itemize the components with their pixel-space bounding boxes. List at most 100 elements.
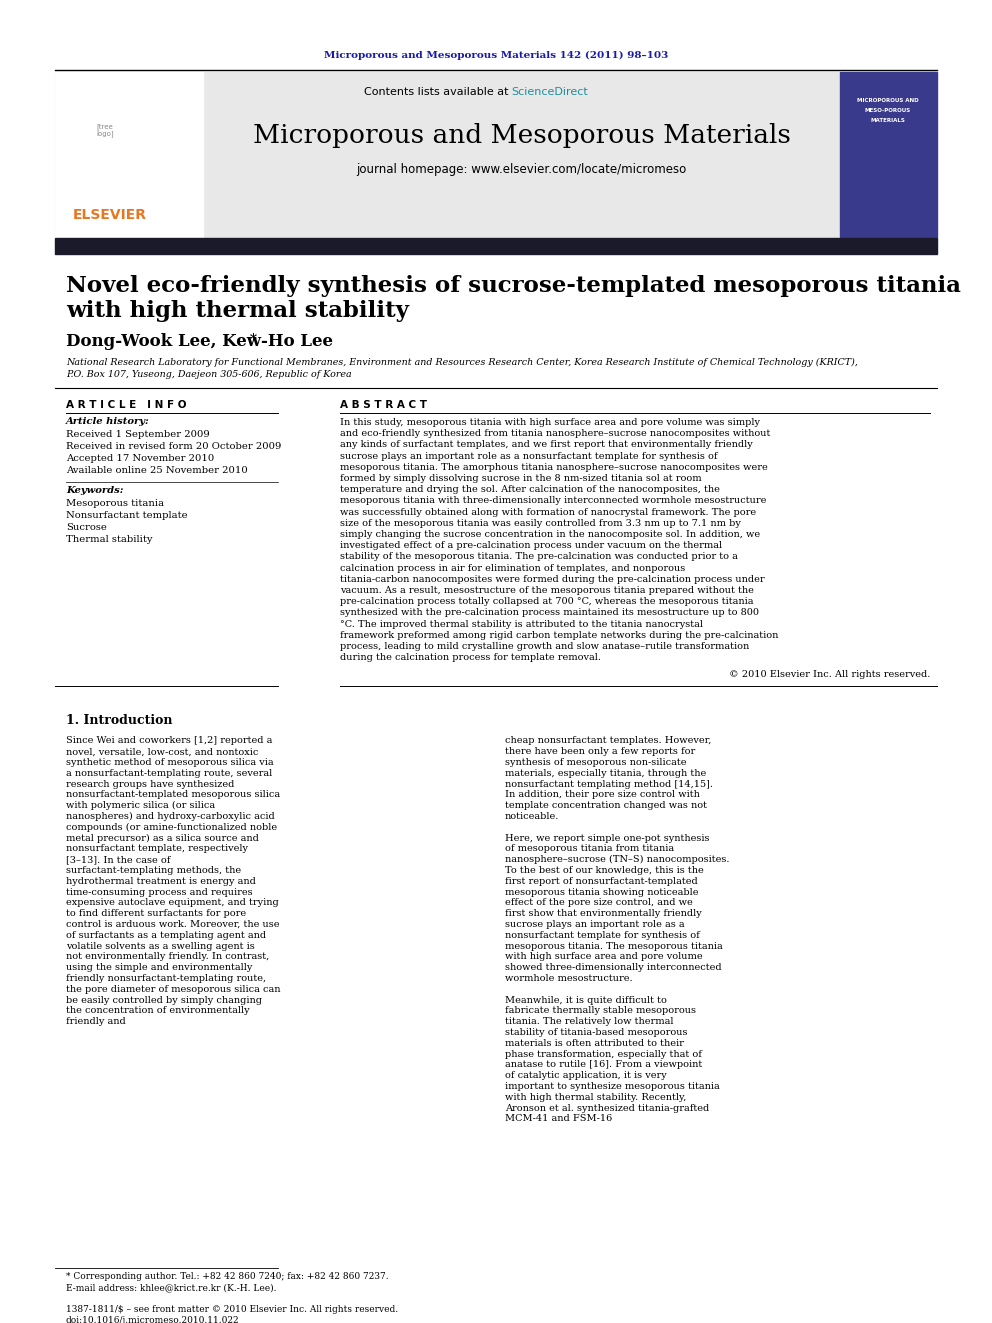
Text: calcination process in air for elimination of templates, and nonporous: calcination process in air for eliminati…	[340, 564, 685, 573]
Text: nonsurfactant-templated mesoporous silica: nonsurfactant-templated mesoporous silic…	[66, 790, 280, 799]
Text: Mesoporous titania: Mesoporous titania	[66, 499, 164, 508]
Text: important to synthesize mesoporous titania: important to synthesize mesoporous titan…	[505, 1082, 720, 1091]
Text: * Corresponding author. Tel.: +82 42 860 7240; fax: +82 42 860 7237.: * Corresponding author. Tel.: +82 42 860…	[66, 1271, 389, 1281]
Text: stability of the mesoporous titania. The pre-calcination was conducted prior to : stability of the mesoporous titania. The…	[340, 553, 738, 561]
Text: formed by simply dissolving sucrose in the 8 nm-sized titania sol at room: formed by simply dissolving sucrose in t…	[340, 474, 701, 483]
Text: MICROPOROUS AND: MICROPOROUS AND	[857, 98, 919, 102]
Text: fabricate thermally stable mesoporous: fabricate thermally stable mesoporous	[505, 1007, 696, 1015]
Text: Nonsurfactant template: Nonsurfactant template	[66, 511, 187, 520]
Text: MCM-41 and FSM-16: MCM-41 and FSM-16	[505, 1114, 612, 1123]
Text: be easily controlled by simply changing: be easily controlled by simply changing	[66, 996, 262, 1004]
Text: E-mail address: khlee@krict.re.kr (K.-H. Lee).: E-mail address: khlee@krict.re.kr (K.-H.…	[66, 1283, 277, 1293]
Text: Dong-Wook Lee, Kew-Ho Lee: Dong-Wook Lee, Kew-Ho Lee	[66, 333, 333, 351]
Text: framework preformed among rigid carbon template networks during the pre-calcinat: framework preformed among rigid carbon t…	[340, 631, 779, 640]
Text: not environmentally friendly. In contrast,: not environmentally friendly. In contras…	[66, 953, 269, 962]
Text: cheap nonsurfactant templates. However,: cheap nonsurfactant templates. However,	[505, 737, 711, 745]
Text: wormhole mesostructure.: wormhole mesostructure.	[505, 974, 633, 983]
Text: A R T I C L E   I N F O: A R T I C L E I N F O	[66, 400, 186, 410]
Text: noticeable.: noticeable.	[505, 812, 559, 822]
Text: friendly and: friendly and	[66, 1017, 126, 1027]
Text: any kinds of surfactant templates, and we first report that environmentally frie: any kinds of surfactant templates, and w…	[340, 441, 753, 450]
Text: during the calcination process for template removal.: during the calcination process for templ…	[340, 654, 601, 663]
Text: to find different surfactants for pore: to find different surfactants for pore	[66, 909, 246, 918]
Text: investigated effect of a pre-calcination process under vacuum on the thermal: investigated effect of a pre-calcination…	[340, 541, 722, 550]
Text: Meanwhile, it is quite difficult to: Meanwhile, it is quite difficult to	[505, 996, 667, 1004]
Text: nonsurfactant template for synthesis of: nonsurfactant template for synthesis of	[505, 931, 699, 939]
Text: the pore diameter of mesoporous silica can: the pore diameter of mesoporous silica c…	[66, 984, 281, 994]
Text: phase transformation, especially that of: phase transformation, especially that of	[505, 1049, 702, 1058]
Text: Since Wei and coworkers [1,2] reported a: Since Wei and coworkers [1,2] reported a	[66, 737, 273, 745]
Text: nanospheres) and hydroxy-carboxylic acid: nanospheres) and hydroxy-carboxylic acid	[66, 812, 275, 822]
Text: of catalytic application, it is very: of catalytic application, it is very	[505, 1072, 667, 1080]
Text: Contents lists available at: Contents lists available at	[363, 87, 512, 97]
Text: In this study, mesoporous titania with high surface area and pore volume was sim: In this study, mesoporous titania with h…	[340, 418, 760, 427]
Text: mesoporous titania showing noticeable: mesoporous titania showing noticeable	[505, 888, 698, 897]
Text: °C. The improved thermal stability is attributed to the titania nanocrystal: °C. The improved thermal stability is at…	[340, 619, 703, 628]
Text: National Research Laboratory for Functional Membranes, Environment and Resources: National Research Laboratory for Functio…	[66, 359, 858, 366]
Text: anatase to rutile [16]. From a viewpoint: anatase to rutile [16]. From a viewpoint	[505, 1061, 702, 1069]
Text: with polymeric silica (or silica: with polymeric silica (or silica	[66, 802, 215, 810]
Text: 1. Introduction: 1. Introduction	[66, 714, 173, 728]
Text: a nonsurfactant-templating route, several: a nonsurfactant-templating route, severa…	[66, 769, 272, 778]
Text: sucrose plays an important role as a: sucrose plays an important role as a	[505, 919, 684, 929]
Text: with high thermal stability: with high thermal stability	[66, 300, 409, 321]
Bar	[840, 71, 937, 237]
Text: there have been only a few reports for: there have been only a few reports for	[505, 747, 695, 757]
Text: Here, we report simple one-pot synthesis: Here, we report simple one-pot synthesis	[505, 833, 709, 843]
Text: vacuum. As a result, mesostructure of the mesoporous titania prepared without th: vacuum. As a result, mesostructure of th…	[340, 586, 754, 595]
Text: and eco-friendly synthesized from titania nanosphere–sucrose nanocomposites with: and eco-friendly synthesized from titani…	[340, 429, 771, 438]
Text: size of the mesoporous titania was easily controlled from 3.3 nm up to 7.1 nm by: size of the mesoporous titania was easil…	[340, 519, 741, 528]
Text: novel, versatile, low-cost, and nontoxic: novel, versatile, low-cost, and nontoxic	[66, 747, 258, 757]
Text: titania. The relatively low thermal: titania. The relatively low thermal	[505, 1017, 674, 1027]
Text: research groups have synthesized: research groups have synthesized	[66, 779, 234, 789]
Text: surfactant-templating methods, the: surfactant-templating methods, the	[66, 867, 241, 875]
Text: doi:10.1016/j.micromeso.2010.11.022: doi:10.1016/j.micromeso.2010.11.022	[66, 1316, 240, 1323]
Text: using the simple and environmentally: using the simple and environmentally	[66, 963, 252, 972]
Text: Available online 25 November 2010: Available online 25 November 2010	[66, 466, 248, 475]
Text: compounds (or amine-functionalized noble: compounds (or amine-functionalized noble	[66, 823, 277, 832]
Text: metal precursor) as a silica source and: metal precursor) as a silica source and	[66, 833, 259, 843]
Text: temperature and drying the sol. After calcination of the nanocomposites, the: temperature and drying the sol. After ca…	[340, 486, 720, 495]
Text: 1387-1811/$ – see front matter © 2010 Elsevier Inc. All rights reserved.: 1387-1811/$ – see front matter © 2010 El…	[66, 1304, 398, 1314]
Text: journal homepage: www.elsevier.com/locate/micromeso: journal homepage: www.elsevier.com/locat…	[356, 164, 686, 176]
Text: Sucrose: Sucrose	[66, 523, 107, 532]
Text: time-consuming process and requires: time-consuming process and requires	[66, 888, 253, 897]
Text: ScienceDirect: ScienceDirect	[512, 87, 588, 97]
Text: Microporous and Mesoporous Materials 142 (2011) 98–103: Microporous and Mesoporous Materials 142…	[323, 50, 669, 60]
Text: with high thermal stability. Recently,: with high thermal stability. Recently,	[505, 1093, 686, 1102]
Text: Novel eco-friendly synthesis of sucrose-templated mesoporous titania: Novel eco-friendly synthesis of sucrose-…	[66, 275, 961, 296]
Text: effect of the pore size control, and we: effect of the pore size control, and we	[505, 898, 692, 908]
Text: Received in revised form 20 October 2009: Received in revised form 20 October 2009	[66, 442, 282, 451]
Text: of mesoporous titania from titania: of mesoporous titania from titania	[505, 844, 675, 853]
Text: A B S T R A C T: A B S T R A C T	[340, 400, 427, 410]
Text: with high surface area and pore volume: with high surface area and pore volume	[505, 953, 702, 962]
Text: In addition, their pore size control with: In addition, their pore size control wit…	[505, 790, 700, 799]
Text: To the best of our knowledge, this is the: To the best of our knowledge, this is th…	[505, 867, 703, 875]
Text: mesoporous titania. The amorphous titania nanosphere–sucrose nanocomposites were: mesoporous titania. The amorphous titani…	[340, 463, 768, 472]
Text: of surfactants as a templating agent and: of surfactants as a templating agent and	[66, 931, 266, 939]
Text: synthetic method of mesoporous silica via: synthetic method of mesoporous silica vi…	[66, 758, 274, 767]
Text: mesoporous titania. The mesoporous titania: mesoporous titania. The mesoporous titan…	[505, 942, 723, 951]
Text: synthesis of mesoporous non-silicate: synthesis of mesoporous non-silicate	[505, 758, 686, 767]
Text: mesoporous titania with three-dimensionally interconnected wormhole mesostructur: mesoporous titania with three-dimensiona…	[340, 496, 767, 505]
Text: nanosphere–sucrose (TN–S) nanocomposites.: nanosphere–sucrose (TN–S) nanocomposites…	[505, 855, 729, 864]
Text: sucrose plays an important role as a nonsurfactant template for synthesis of: sucrose plays an important role as a non…	[340, 451, 717, 460]
Text: titania-carbon nanocomposites were formed during the pre-calcination process und: titania-carbon nanocomposites were forme…	[340, 574, 765, 583]
Text: simply changing the sucrose concentration in the nanocomposite sol. In addition,: simply changing the sucrose concentratio…	[340, 531, 760, 538]
Text: Received 1 September 2009: Received 1 September 2009	[66, 430, 209, 439]
Bar	[55, 238, 937, 254]
Text: pre-calcination process totally collapsed at 700 °C, whereas the mesoporous tita: pre-calcination process totally collapse…	[340, 597, 754, 606]
Text: first show that environmentally friendly: first show that environmentally friendly	[505, 909, 701, 918]
Text: the concentration of environmentally: the concentration of environmentally	[66, 1007, 250, 1015]
Text: Aronson et al. synthesized titania-grafted: Aronson et al. synthesized titania-graft…	[505, 1103, 709, 1113]
Text: © 2010 Elsevier Inc. All rights reserved.: © 2010 Elsevier Inc. All rights reserved…	[729, 671, 930, 680]
Text: ELSEVIER: ELSEVIER	[73, 208, 147, 222]
Text: Accepted 17 November 2010: Accepted 17 November 2010	[66, 454, 214, 463]
Text: Thermal stability: Thermal stability	[66, 534, 153, 544]
Text: materials is often attributed to their: materials is often attributed to their	[505, 1039, 683, 1048]
Text: MATERIALS: MATERIALS	[871, 118, 906, 123]
Text: volatile solvents as a swelling agent is: volatile solvents as a swelling agent is	[66, 942, 255, 951]
Text: nonsurfactant template, respectively: nonsurfactant template, respectively	[66, 844, 248, 853]
Text: Article history:: Article history:	[66, 417, 150, 426]
Text: showed three-dimensionally interconnected: showed three-dimensionally interconnecte…	[505, 963, 721, 972]
